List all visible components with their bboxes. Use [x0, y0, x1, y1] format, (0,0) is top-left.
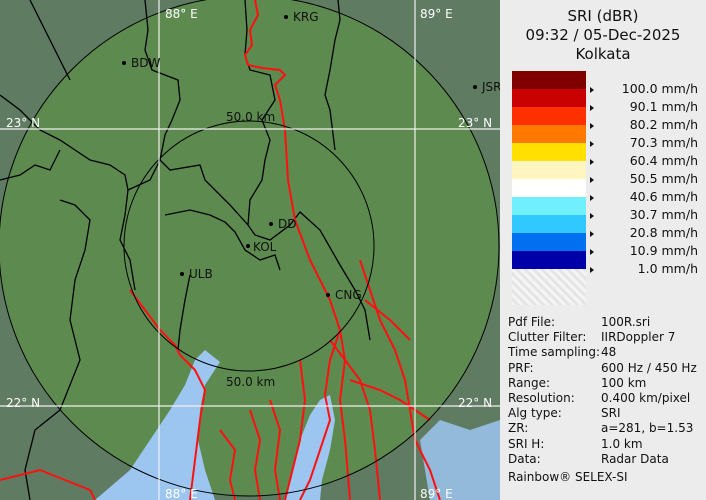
info-key: Data:: [508, 451, 541, 466]
info-row: Clutter Filter: IIRDoppler 7: [508, 330, 697, 345]
lon-label-89-top: 89° E: [420, 7, 453, 21]
legend-label: 100.0 mm/h: [590, 81, 705, 96]
info-panel: SRI (dBR) 09:32 / 05-Dec-2025 Kolkata 10…: [500, 0, 706, 500]
legend-swatch: [512, 125, 586, 143]
info-key: Range:: [508, 375, 551, 390]
info-key: Clutter Filter:: [508, 330, 587, 345]
info-row: PRF: 600 Hz / 450 Hz: [508, 361, 697, 376]
lat-label-23-right: 23° N: [458, 116, 492, 130]
lat-label-22-right: 22° N: [458, 396, 492, 410]
lat-lon-grid: [0, 0, 500, 500]
legend-swatch: [512, 143, 586, 161]
range-ring-label-bottom: 50.0 km: [226, 375, 275, 389]
info-key: Resolution:: [508, 391, 575, 406]
info-row: Range: 100 km: [508, 376, 697, 391]
info-row: Pdf File: 100R.sri: [508, 315, 697, 330]
legend-swatch: [512, 251, 586, 269]
range-ring-label-top: 50.0 km: [226, 110, 275, 124]
info-key: Time sampling:: [508, 345, 601, 360]
info-row: ZR: a=281, b=1.53: [508, 421, 697, 436]
info-row: Data: Radar Data: [508, 452, 697, 467]
info-value: 48: [601, 345, 617, 360]
info-row: Alg type: SRI: [508, 406, 697, 421]
info-value: 0.400 km/pixel: [601, 391, 691, 406]
radar-coverage-area: [0, 0, 499, 496]
legend-label: 1.0 mm/h: [590, 261, 705, 276]
radar-map[interactable]: 50.0 km 50.0 km 88° E 89° E 23° N 23° N …: [0, 0, 500, 500]
city-label-bdw: BDW: [131, 56, 160, 70]
legend-swatch: [512, 215, 586, 233]
lat-label-23-left: 23° N: [6, 116, 40, 130]
info-value: SRI: [601, 406, 621, 421]
info-row: SRI H: 1.0 km: [508, 437, 697, 452]
info-key: Pdf File:: [508, 315, 556, 329]
rivers-coastline: [0, 0, 441, 500]
legend-pointer-icon: [590, 104, 594, 111]
lon-label-89-bottom: 89° E: [420, 487, 453, 500]
city-label-krg: KRG: [293, 10, 319, 24]
bay-water: [95, 350, 220, 500]
legend-pointer-icon: [590, 266, 594, 273]
info-value: 100R.sri: [601, 315, 651, 329]
legend-swatch: [512, 71, 586, 89]
info-key: Alg type:: [508, 406, 562, 421]
lon-label-88-bottom: 88° E: [165, 487, 198, 500]
legend-swatch: [512, 89, 586, 107]
legend-pointer-icon: [590, 158, 594, 165]
city-label-dd: DD: [278, 217, 296, 231]
info-key: SRI H:: [508, 436, 545, 451]
legend-pointer-icon: [590, 248, 594, 255]
legend-pointer-icon: [590, 122, 594, 129]
legend-pointer-icon: [590, 230, 594, 237]
legend-swatch: [512, 107, 586, 125]
legend-label: 50.5 mm/h: [590, 171, 705, 186]
radar-site: Kolkata: [575, 45, 631, 63]
info-row: Time sampling: 48: [508, 345, 697, 360]
range-rings: [0, 0, 500, 497]
legend-pointer-icon: [590, 212, 594, 219]
legend-swatch: [512, 197, 586, 215]
city-label-kol: KOL: [253, 240, 277, 254]
legend-swatch: [512, 179, 586, 197]
info-value: 600 Hz / 450 Hz: [601, 360, 697, 375]
legend-label: 20.8 mm/h: [590, 225, 705, 240]
legend-pointer-icon: [590, 194, 594, 201]
info-key: PRF:: [508, 360, 534, 375]
range-ring-100km: [0, 0, 500, 497]
legend-pointer-icon: [590, 176, 594, 183]
brand-label: Rainbow® SELEX-SI: [508, 470, 628, 485]
product-title: SRI (dBR): [567, 7, 639, 25]
legend-nodata-swatch: [512, 269, 586, 305]
legend-swatch: [512, 161, 586, 179]
info-value: a=281, b=1.53: [601, 421, 694, 436]
legend-label: 60.4 mm/h: [590, 153, 705, 168]
estuary-water-2: [420, 420, 500, 500]
legend-pointer-icon: [590, 86, 594, 93]
legend-label: 80.2 mm/h: [590, 117, 705, 132]
info-value: 100 km: [601, 375, 647, 390]
district-borders: [0, 0, 371, 500]
city-label-cng: CNG: [335, 288, 362, 302]
lat-label-22-left: 22° N: [6, 396, 40, 410]
city-markers: [122, 15, 477, 297]
legend-swatch: [512, 233, 586, 251]
info-value: Radar Data: [601, 451, 669, 466]
legend-pointer-icon: [590, 140, 594, 147]
range-ring-50km: [123, 120, 375, 372]
info-row: Resolution: 0.400 km/pixel: [508, 391, 697, 406]
city-label-ulb: ULB: [189, 267, 213, 281]
city-label-jsr: JSR: [481, 80, 500, 94]
info-value: IIRDoppler 7: [601, 330, 676, 345]
legend-label: 40.6 mm/h: [590, 189, 705, 204]
info-value: 1.0 km: [601, 436, 643, 451]
legend-label: 90.1 mm/h: [590, 99, 705, 114]
legend-label: 30.7 mm/h: [590, 207, 705, 222]
lon-label-88-top: 88° E: [165, 7, 198, 21]
estuary-water: [285, 395, 335, 500]
legend-label: 10.9 mm/h: [590, 243, 705, 258]
legend-label: 70.3 mm/h: [590, 135, 705, 150]
info-key: ZR:: [508, 421, 529, 436]
product-info: Pdf File: 100R.sri Clutter Filter: IIRDoppl…: [508, 315, 697, 485]
product-datetime: 09:32 / 05-Dec-2025: [525, 26, 681, 44]
